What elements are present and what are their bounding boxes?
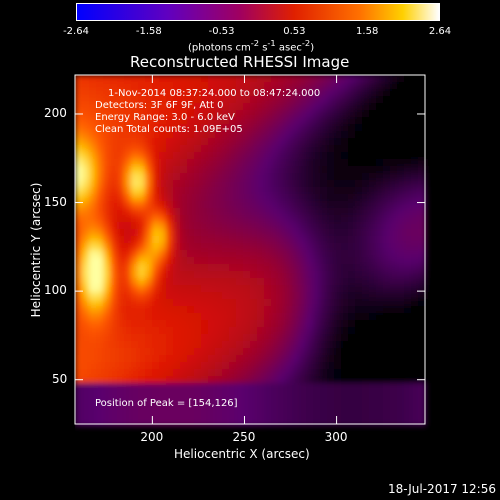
annotation-energy: Energy Range: 3.0 - 6.0 keV <box>95 112 235 123</box>
colorbar-units: (photons cm-2 s-1 asec-2) <box>188 38 314 53</box>
units-part: asec <box>275 42 302 54</box>
colorbar-tick-label: -0.53 <box>208 26 235 37</box>
colorbar-tick-label: 0.53 <box>283 26 306 37</box>
chart-title: Reconstructed RHESSI Image <box>130 53 350 71</box>
annotation-peak: Position of Peak = [154,126] <box>95 398 238 409</box>
x-axis-label: Heliocentric X (arcsec) <box>174 447 310 461</box>
units-sup: -1 <box>267 38 276 48</box>
heatmap-plot <box>75 75 426 426</box>
y-tick-label: 150 <box>44 194 67 209</box>
x-tick-label: 200 <box>140 430 164 444</box>
annotation-time-range: 1-Nov-2014 08:37:24.000 to 08:47:24.000 <box>108 88 321 99</box>
annotation-clean: Clean Total counts: 1.09E+05 <box>95 124 243 135</box>
x-tick-label: 300 <box>324 430 348 444</box>
units-sup: -2 <box>250 38 260 48</box>
units-sup: -2 <box>301 38 311 48</box>
colorbar-tick-label: -1.58 <box>135 26 162 37</box>
units-part: ) <box>310 42 315 54</box>
y-axis-label: Heliocentric Y (arcsec) <box>29 182 43 318</box>
colorbar-tick-label: 2.64 <box>428 26 452 37</box>
colorbar-tick-label: -2.64 <box>63 26 89 37</box>
colorbar <box>76 3 440 21</box>
annotation-detectors: Detectors: 3F 6F 9F, Att 0 <box>95 100 224 111</box>
units-part: (photons cm <box>188 42 251 54</box>
colorbar-tick-label: 1.58 <box>356 26 379 37</box>
y-tick-label: 200 <box>44 105 67 120</box>
y-tick-label: 100 <box>44 283 67 298</box>
x-tick-label: 250 <box>232 430 256 444</box>
units-part: s <box>259 42 268 54</box>
footer-timestamp: 18-Jul-2017 12:56 <box>387 482 496 496</box>
y-tick-label: 50 <box>52 371 68 386</box>
